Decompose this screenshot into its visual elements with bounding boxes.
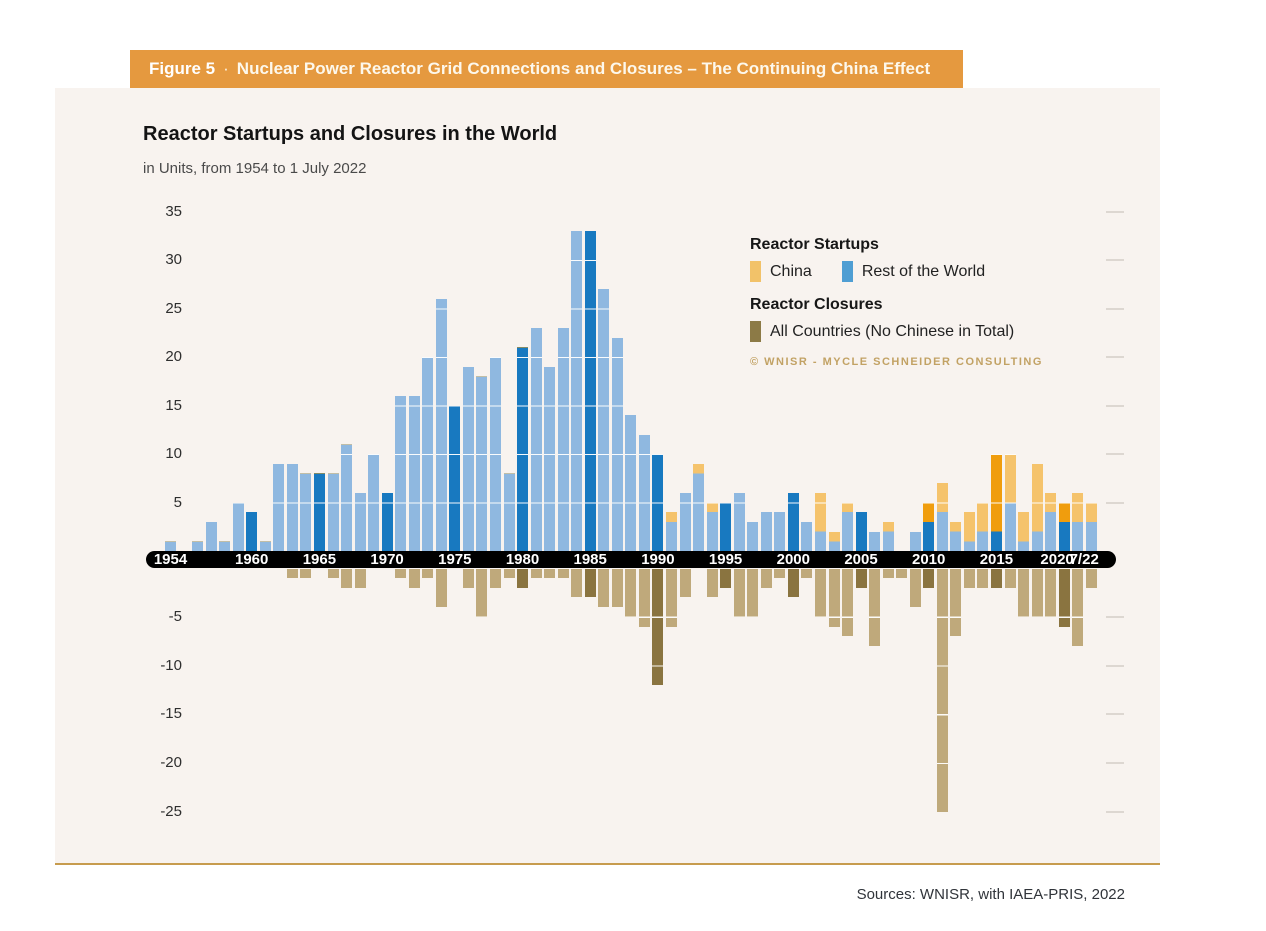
figure-banner: Figure 5 · Nuclear Power Reactor Grid Co… (130, 50, 963, 88)
chart-panel (55, 88, 1160, 865)
legend-closures-row: All Countries (No Chinese in Total) (750, 321, 1080, 342)
figure-number: Figure 5 (149, 59, 216, 78)
closures-swatch (750, 321, 761, 342)
legend-startups-row: China Rest of the World (750, 261, 1080, 282)
legend-china-label: China (770, 262, 812, 280)
chart-title: Reactor Startups and Closures in the Wor… (143, 123, 558, 145)
copyright-note: © WNISR - Mycle Schneider Consulting (750, 356, 1043, 368)
figure-banner-title: Nuclear Power Reactor Grid Connections a… (236, 59, 931, 78)
source-note: Sources: WNISR, with IAEA-PRIS, 2022 (856, 886, 1125, 903)
legend-rest-label: Rest of the World (861, 262, 986, 280)
china-swatch (750, 261, 761, 282)
legend-startups-title: Reactor Startups (750, 236, 879, 253)
legend-closures-title: Reactor Closures (750, 296, 883, 313)
rest-of-world-swatch (841, 261, 853, 282)
banner-separator-dot: · (223, 59, 229, 78)
legend: Reactor Startups China Rest of the World… (750, 236, 1080, 368)
legend-closures-label: All Countries (No Chinese in Total) (770, 322, 1015, 340)
chart-subtitle: in Units, from 1954 to 1 July 2022 (143, 160, 367, 177)
